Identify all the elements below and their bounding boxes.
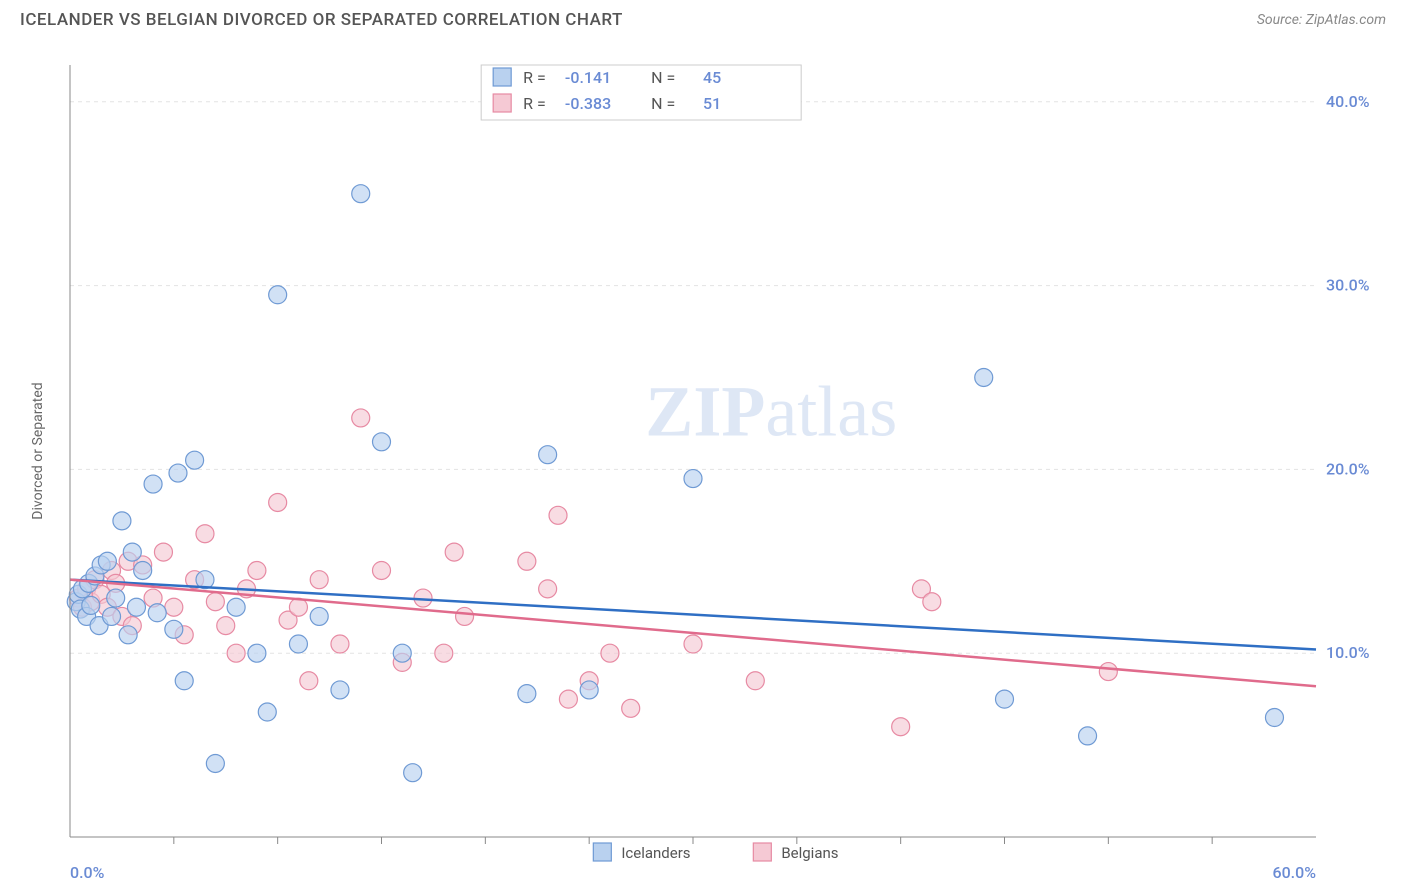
data-point-icelanders xyxy=(134,561,152,579)
data-point-icelanders xyxy=(393,644,411,662)
data-point-icelanders xyxy=(996,690,1014,708)
data-point-icelanders xyxy=(113,512,131,530)
data-point-icelanders xyxy=(1265,709,1283,727)
data-point-icelanders xyxy=(269,286,287,304)
data-point-belgians xyxy=(923,593,941,611)
data-point-icelanders xyxy=(1079,727,1097,745)
data-point-belgians xyxy=(310,571,328,589)
legend-swatch-belgians xyxy=(493,94,511,112)
source-label: Source: ZipAtlas.com xyxy=(1257,12,1386,28)
stat-r-label: R = xyxy=(523,94,546,113)
y-tick-label: 30.0% xyxy=(1326,276,1370,295)
data-point-belgians xyxy=(684,635,702,653)
data-point-icelanders xyxy=(127,598,145,616)
chart-title: ICELANDER VS BELGIAN DIVORCED OR SEPARAT… xyxy=(20,10,623,30)
data-point-icelanders xyxy=(119,626,137,644)
data-point-icelanders xyxy=(404,764,422,782)
data-point-icelanders xyxy=(98,552,116,570)
data-point-icelanders xyxy=(165,620,183,638)
data-point-icelanders xyxy=(123,543,141,561)
stat-r-value: -0.383 xyxy=(565,94,611,113)
data-point-icelanders xyxy=(186,451,204,469)
legend-swatch-icelanders xyxy=(493,68,511,86)
data-point-belgians xyxy=(165,598,183,616)
data-point-belgians xyxy=(601,644,619,662)
data-point-belgians xyxy=(248,561,266,579)
data-point-icelanders xyxy=(258,703,276,721)
y-tick-label: 40.0% xyxy=(1326,92,1370,111)
data-point-belgians xyxy=(456,607,474,625)
y-axis-title: Divorced or Separated xyxy=(30,382,46,519)
data-point-belgians xyxy=(196,525,214,543)
data-point-icelanders xyxy=(82,596,100,614)
data-point-icelanders xyxy=(684,470,702,488)
data-point-icelanders xyxy=(169,464,187,482)
data-point-icelanders xyxy=(331,681,349,699)
data-point-belgians xyxy=(154,543,172,561)
data-point-belgians xyxy=(373,561,391,579)
data-point-belgians xyxy=(746,672,764,690)
data-point-belgians xyxy=(435,644,453,662)
y-tick-label: 10.0% xyxy=(1326,643,1370,662)
data-point-belgians xyxy=(352,409,370,427)
stat-n-label: N = xyxy=(651,68,675,87)
data-point-belgians xyxy=(539,580,557,598)
data-point-icelanders xyxy=(206,754,224,772)
x-tick-label: 60.0% xyxy=(1272,863,1316,882)
data-point-icelanders xyxy=(175,672,193,690)
data-point-belgians xyxy=(1099,663,1117,681)
data-point-belgians xyxy=(518,552,536,570)
trend-line-belgians xyxy=(70,580,1316,687)
data-point-icelanders xyxy=(144,475,162,493)
series-swatch-belgians xyxy=(753,843,771,861)
chart-area: 10.0% 20.0% 30.0% 40.0% ZIPatlas 0.0% 60.0% Div… xyxy=(20,40,1386,882)
data-point-belgians xyxy=(331,635,349,653)
stat-n-label: N = xyxy=(651,94,675,113)
data-point-belgians xyxy=(892,718,910,736)
series-label-belgians: Belgians xyxy=(781,844,838,862)
data-point-belgians xyxy=(300,672,318,690)
series-swatch-icelanders xyxy=(593,843,611,861)
stat-n-value: 45 xyxy=(703,68,721,87)
data-point-icelanders xyxy=(107,589,125,607)
data-point-belgians xyxy=(227,644,245,662)
data-point-icelanders xyxy=(975,368,993,386)
data-point-icelanders xyxy=(310,607,328,625)
data-point-icelanders xyxy=(580,681,598,699)
data-point-belgians xyxy=(622,699,640,717)
data-point-icelanders xyxy=(148,604,166,622)
data-point-belgians xyxy=(559,690,577,708)
data-point-icelanders xyxy=(539,446,557,464)
data-point-icelanders xyxy=(103,607,121,625)
data-point-icelanders xyxy=(227,598,245,616)
series-label-icelanders: Icelanders xyxy=(621,844,690,862)
watermark: ZIPatlas xyxy=(645,372,897,452)
data-point-belgians xyxy=(206,593,224,611)
data-point-icelanders xyxy=(518,685,536,703)
data-point-belgians xyxy=(549,506,567,524)
data-point-icelanders xyxy=(373,433,391,451)
scatter-chart: 10.0% 20.0% 30.0% 40.0% ZIPatlas 0.0% 60.0% Div… xyxy=(20,40,1386,882)
data-point-belgians xyxy=(269,493,287,511)
stat-r-label: R = xyxy=(523,68,546,87)
data-point-belgians xyxy=(445,543,463,561)
stat-n-value: 51 xyxy=(703,94,721,113)
data-point-belgians xyxy=(217,617,235,635)
y-tick-label: 20.0% xyxy=(1326,459,1370,478)
stat-r-value: -0.141 xyxy=(565,68,611,87)
data-point-icelanders xyxy=(352,185,370,203)
data-point-icelanders xyxy=(248,644,266,662)
x-tick-label: 0.0% xyxy=(70,863,105,882)
data-point-icelanders xyxy=(289,635,307,653)
